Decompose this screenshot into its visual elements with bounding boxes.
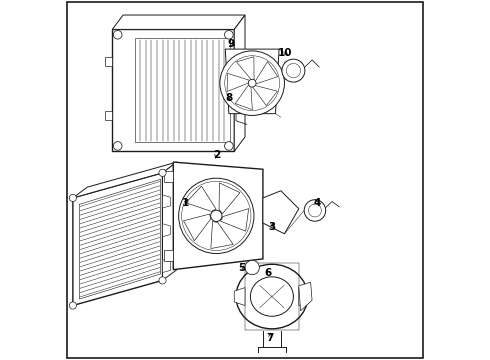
Text: 5: 5: [238, 263, 245, 273]
Polygon shape: [164, 250, 173, 261]
Polygon shape: [163, 162, 177, 280]
Polygon shape: [73, 173, 163, 306]
Polygon shape: [79, 179, 161, 299]
Text: 8: 8: [225, 93, 232, 103]
Polygon shape: [135, 39, 230, 142]
Polygon shape: [299, 288, 310, 306]
Circle shape: [248, 79, 256, 87]
Polygon shape: [255, 62, 278, 84]
Polygon shape: [237, 57, 254, 80]
Polygon shape: [225, 49, 279, 114]
Polygon shape: [219, 183, 240, 213]
Polygon shape: [253, 86, 277, 105]
Circle shape: [69, 302, 76, 309]
Text: 1: 1: [182, 198, 190, 208]
Polygon shape: [234, 15, 245, 151]
Text: 9: 9: [228, 39, 235, 49]
Polygon shape: [164, 171, 173, 182]
Circle shape: [286, 63, 300, 78]
Circle shape: [304, 200, 326, 221]
Polygon shape: [263, 191, 299, 234]
Polygon shape: [220, 209, 248, 231]
Polygon shape: [112, 15, 245, 30]
Polygon shape: [105, 111, 112, 120]
Text: 2: 2: [213, 150, 220, 160]
Circle shape: [220, 51, 285, 116]
Polygon shape: [163, 195, 171, 208]
Circle shape: [69, 194, 76, 202]
Circle shape: [224, 31, 233, 39]
Polygon shape: [234, 288, 245, 306]
Circle shape: [282, 59, 305, 82]
Polygon shape: [235, 85, 252, 110]
Circle shape: [113, 31, 122, 39]
Polygon shape: [299, 282, 312, 311]
Circle shape: [159, 169, 166, 176]
Circle shape: [245, 260, 259, 275]
Circle shape: [224, 141, 233, 150]
Polygon shape: [186, 186, 216, 211]
Polygon shape: [173, 162, 263, 270]
Polygon shape: [205, 186, 221, 211]
Text: 6: 6: [265, 268, 272, 278]
Polygon shape: [184, 214, 211, 241]
Polygon shape: [105, 57, 112, 66]
Polygon shape: [227, 73, 249, 91]
Circle shape: [211, 210, 222, 221]
Circle shape: [113, 141, 122, 150]
Text: 3: 3: [268, 222, 275, 231]
Polygon shape: [207, 221, 231, 242]
Text: 10: 10: [278, 48, 293, 58]
Polygon shape: [163, 260, 171, 273]
Polygon shape: [163, 224, 171, 237]
Text: 4: 4: [313, 198, 320, 208]
Circle shape: [159, 277, 166, 284]
Polygon shape: [211, 221, 233, 248]
Circle shape: [179, 178, 254, 253]
Circle shape: [309, 204, 321, 217]
Polygon shape: [73, 162, 177, 198]
Polygon shape: [176, 213, 199, 231]
Text: 7: 7: [267, 333, 274, 343]
Polygon shape: [112, 30, 234, 151]
